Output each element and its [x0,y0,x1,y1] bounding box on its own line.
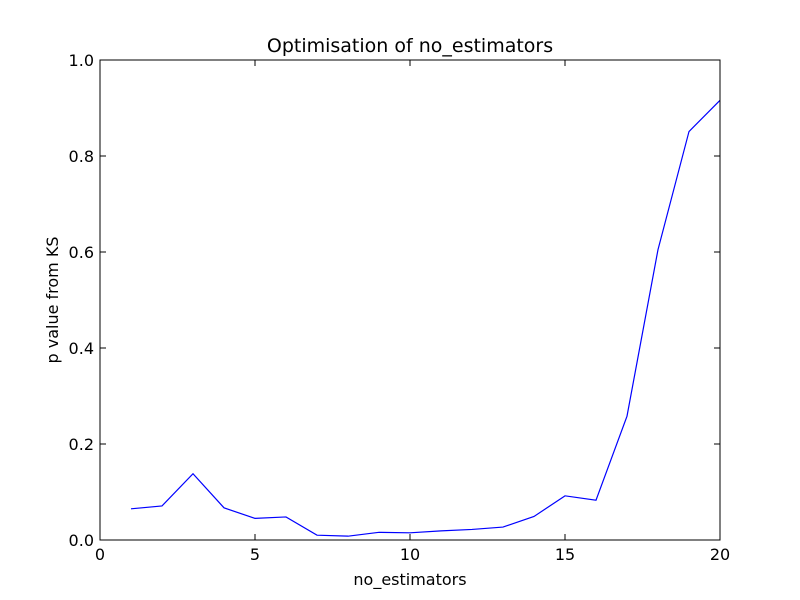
chart-title: Optimisation of no_estimators [267,35,553,57]
y-tick-label: 0.4 [69,339,94,358]
series-layer [130,99,721,537]
plot-frame [99,59,721,541]
y-tick-label: 0.6 [69,243,94,262]
x-tick-label: 5 [250,545,260,564]
axis-ticks: 0 5 10 15 20 0.0 0.2 0.4 0.6 0.8 1.0 [69,51,731,564]
y-tick-label: 0.2 [69,435,94,454]
x-axis-label: no_estimators [353,570,466,590]
y-tick-label: 1.0 [69,51,94,70]
x-tick-label: 10 [400,545,420,564]
y-axis-label: p value from KS [43,237,62,364]
x-tick-label: 15 [555,545,575,564]
y-tick-label: 0.8 [69,147,94,166]
y-tick-label: 0.0 [69,531,94,550]
x-tick-label: 20 [710,545,730,564]
x-tick-label: 0 [95,545,105,564]
series-line [130,99,721,537]
